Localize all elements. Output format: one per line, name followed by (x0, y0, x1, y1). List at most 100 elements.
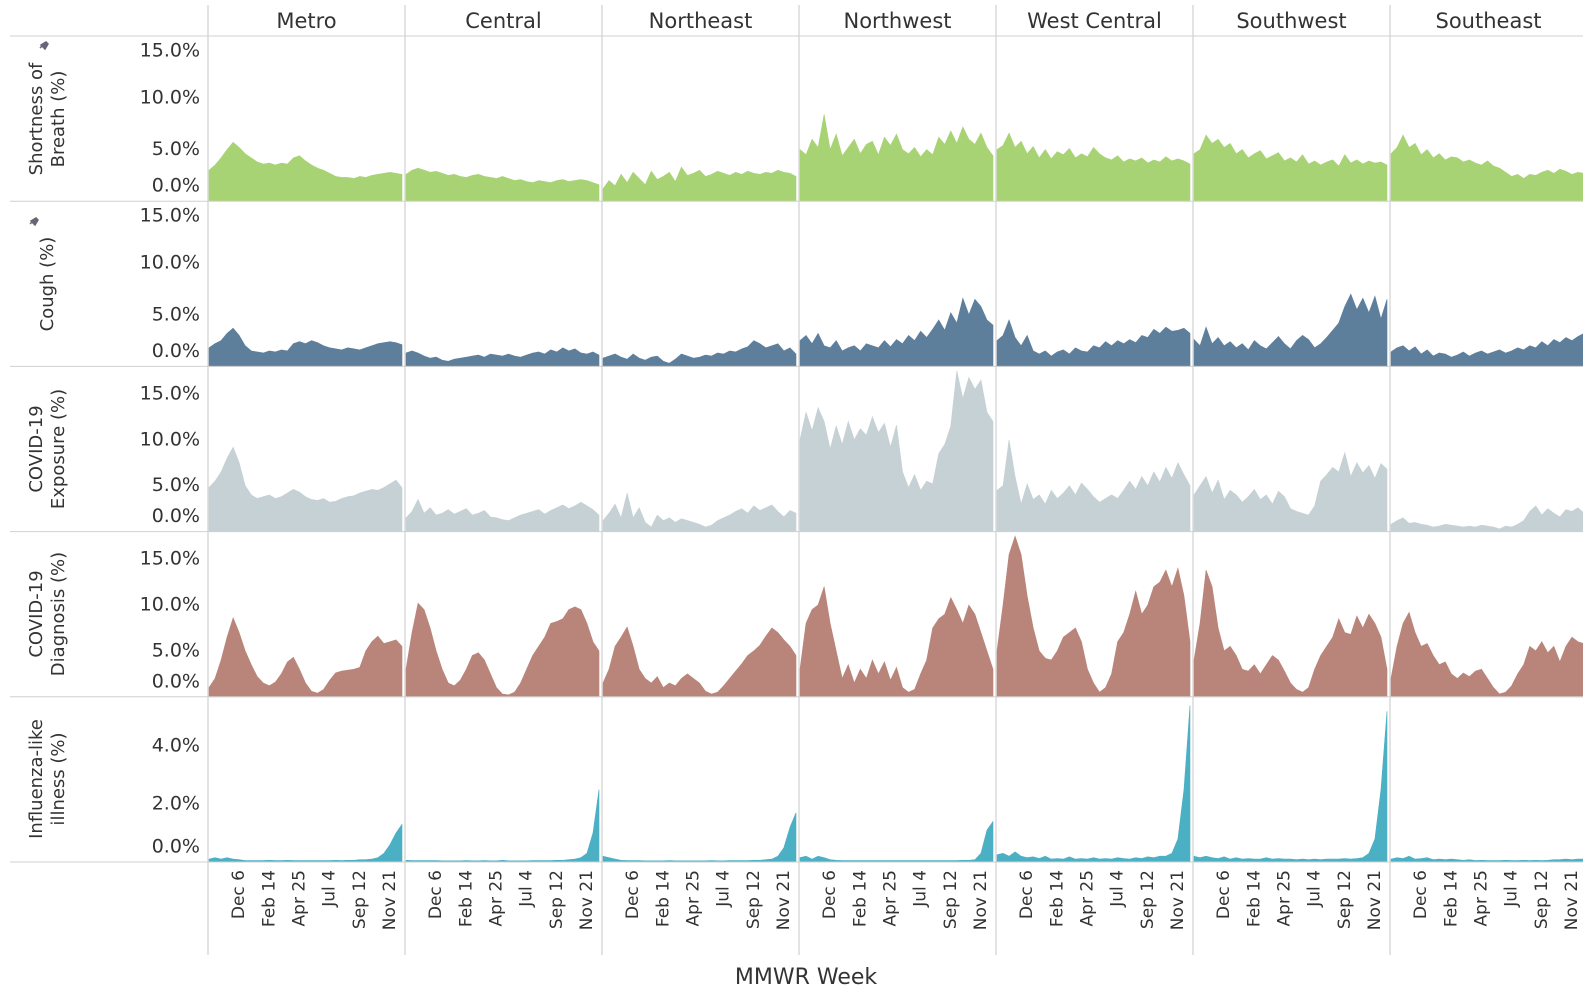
x-tick-label: Jul 4 (1502, 870, 1522, 908)
x-tick-label: Nov 21 (774, 870, 794, 930)
area (799, 370, 994, 532)
area (1193, 293, 1388, 367)
column-header: Northwest (843, 9, 951, 33)
y-tick-label: 5.0% (152, 639, 200, 661)
x-tick-label: Sep 12 (350, 870, 370, 929)
x-tick-label: Jul 4 (1305, 870, 1325, 908)
area (405, 167, 600, 202)
y-tick-label: 0.0% (152, 340, 200, 362)
x-tick-label: Apr 25 (683, 870, 703, 926)
x-tick-label: Feb 14 (653, 870, 673, 927)
area (208, 141, 403, 202)
y-tick-label: 15.0% (140, 40, 200, 62)
x-tick-label: Sep 12 (1138, 870, 1158, 929)
area (208, 616, 403, 698)
area (602, 812, 797, 863)
x-tick-label: Dec 6 (820, 870, 840, 919)
area (405, 789, 600, 863)
y-tick-label: 4.0% (152, 735, 200, 757)
pin-icon (39, 41, 49, 51)
x-tick-label: Apr 25 (1471, 870, 1491, 926)
x-tick-label: Feb 14 (1047, 870, 1067, 927)
area (1390, 333, 1583, 367)
x-tick-label: Nov 21 (1365, 870, 1385, 930)
x-tick-label: Nov 21 (971, 870, 991, 930)
row-label: COVID-19 Exposure (%) (26, 388, 69, 510)
column-header: West Central (1027, 9, 1162, 33)
y-tick-label: 15.0% (140, 205, 200, 227)
area (996, 535, 1191, 698)
x-tick-label: Sep 12 (1532, 870, 1552, 929)
pin-icon (29, 217, 39, 227)
x-tick-label: Dec 6 (1017, 870, 1037, 919)
row-label: Cough (%) (37, 236, 58, 332)
y-tick-label: 15.0% (140, 548, 200, 570)
x-tick-label: Dec 6 (623, 870, 643, 919)
area (1193, 570, 1388, 698)
x-tick-label: Jul 4 (517, 870, 537, 908)
y-tick-label: 0.0% (152, 836, 200, 858)
x-tick-label: Dec 6 (1214, 870, 1234, 919)
area (1193, 711, 1388, 863)
area (1390, 505, 1583, 532)
area (405, 602, 600, 698)
y-tick-label: 15.0% (140, 382, 200, 404)
y-tick-label: 5.0% (152, 474, 200, 496)
column-header: Northeast (649, 9, 753, 33)
area (996, 439, 1191, 532)
x-tick-label: Dec 6 (426, 870, 446, 919)
x-tick-label: Sep 12 (547, 870, 567, 929)
x-tick-label: Apr 25 (880, 870, 900, 926)
x-tick-label: Nov 21 (1168, 870, 1188, 930)
x-tick-label: Feb 14 (850, 870, 870, 927)
y-tick-label: 0.0% (152, 505, 200, 527)
x-tick-label: Jul 4 (714, 870, 734, 908)
area (1390, 134, 1583, 202)
area (996, 132, 1191, 202)
area (602, 166, 797, 202)
area (1193, 451, 1388, 532)
area (799, 114, 994, 202)
area (1193, 134, 1388, 202)
x-tick-label: Apr 25 (486, 870, 506, 926)
x-tick-label: Jul 4 (320, 870, 340, 908)
x-tick-label: Sep 12 (744, 870, 764, 929)
y-tick-label: 2.0% (152, 793, 200, 815)
area (208, 446, 403, 532)
y-tick-label: 5.0% (152, 303, 200, 325)
x-tick-label: Dec 6 (1411, 870, 1431, 919)
x-tick-label: Feb 14 (259, 870, 279, 927)
column-header: Central (465, 9, 541, 33)
area (996, 319, 1191, 367)
area (1390, 611, 1583, 698)
x-tick-label: Apr 25 (1274, 870, 1294, 926)
x-tick-label: Nov 21 (1562, 870, 1582, 930)
row-label: Shortness of Breath (%) (26, 62, 69, 175)
area (996, 705, 1191, 863)
y-tick-label: 10.0% (140, 428, 200, 450)
x-tick-label: Nov 21 (380, 870, 400, 930)
x-tick-label: Feb 14 (1244, 870, 1264, 927)
y-tick-label: 10.0% (140, 86, 200, 108)
area (602, 626, 797, 698)
area (799, 297, 994, 367)
x-tick-label: Sep 12 (941, 870, 961, 929)
column-header: Southeast (1436, 9, 1542, 33)
x-tick-label: Apr 25 (289, 870, 309, 926)
x-tick-label: Apr 25 (1077, 870, 1097, 926)
row-label: Influenza-like illness (%) (26, 719, 69, 840)
area (208, 823, 403, 863)
x-tick-label: Nov 21 (577, 870, 597, 930)
y-tick-label: 0.0% (152, 670, 200, 692)
area (799, 820, 994, 863)
area (602, 492, 797, 532)
column-header: Southwest (1236, 9, 1346, 33)
area (405, 347, 600, 367)
y-tick-label: 10.0% (140, 252, 200, 274)
x-tick-label: Feb 14 (456, 870, 476, 927)
row-label: COVID-19 Diagnosis (%) (26, 552, 69, 677)
area (1390, 855, 1583, 863)
area (208, 327, 403, 367)
